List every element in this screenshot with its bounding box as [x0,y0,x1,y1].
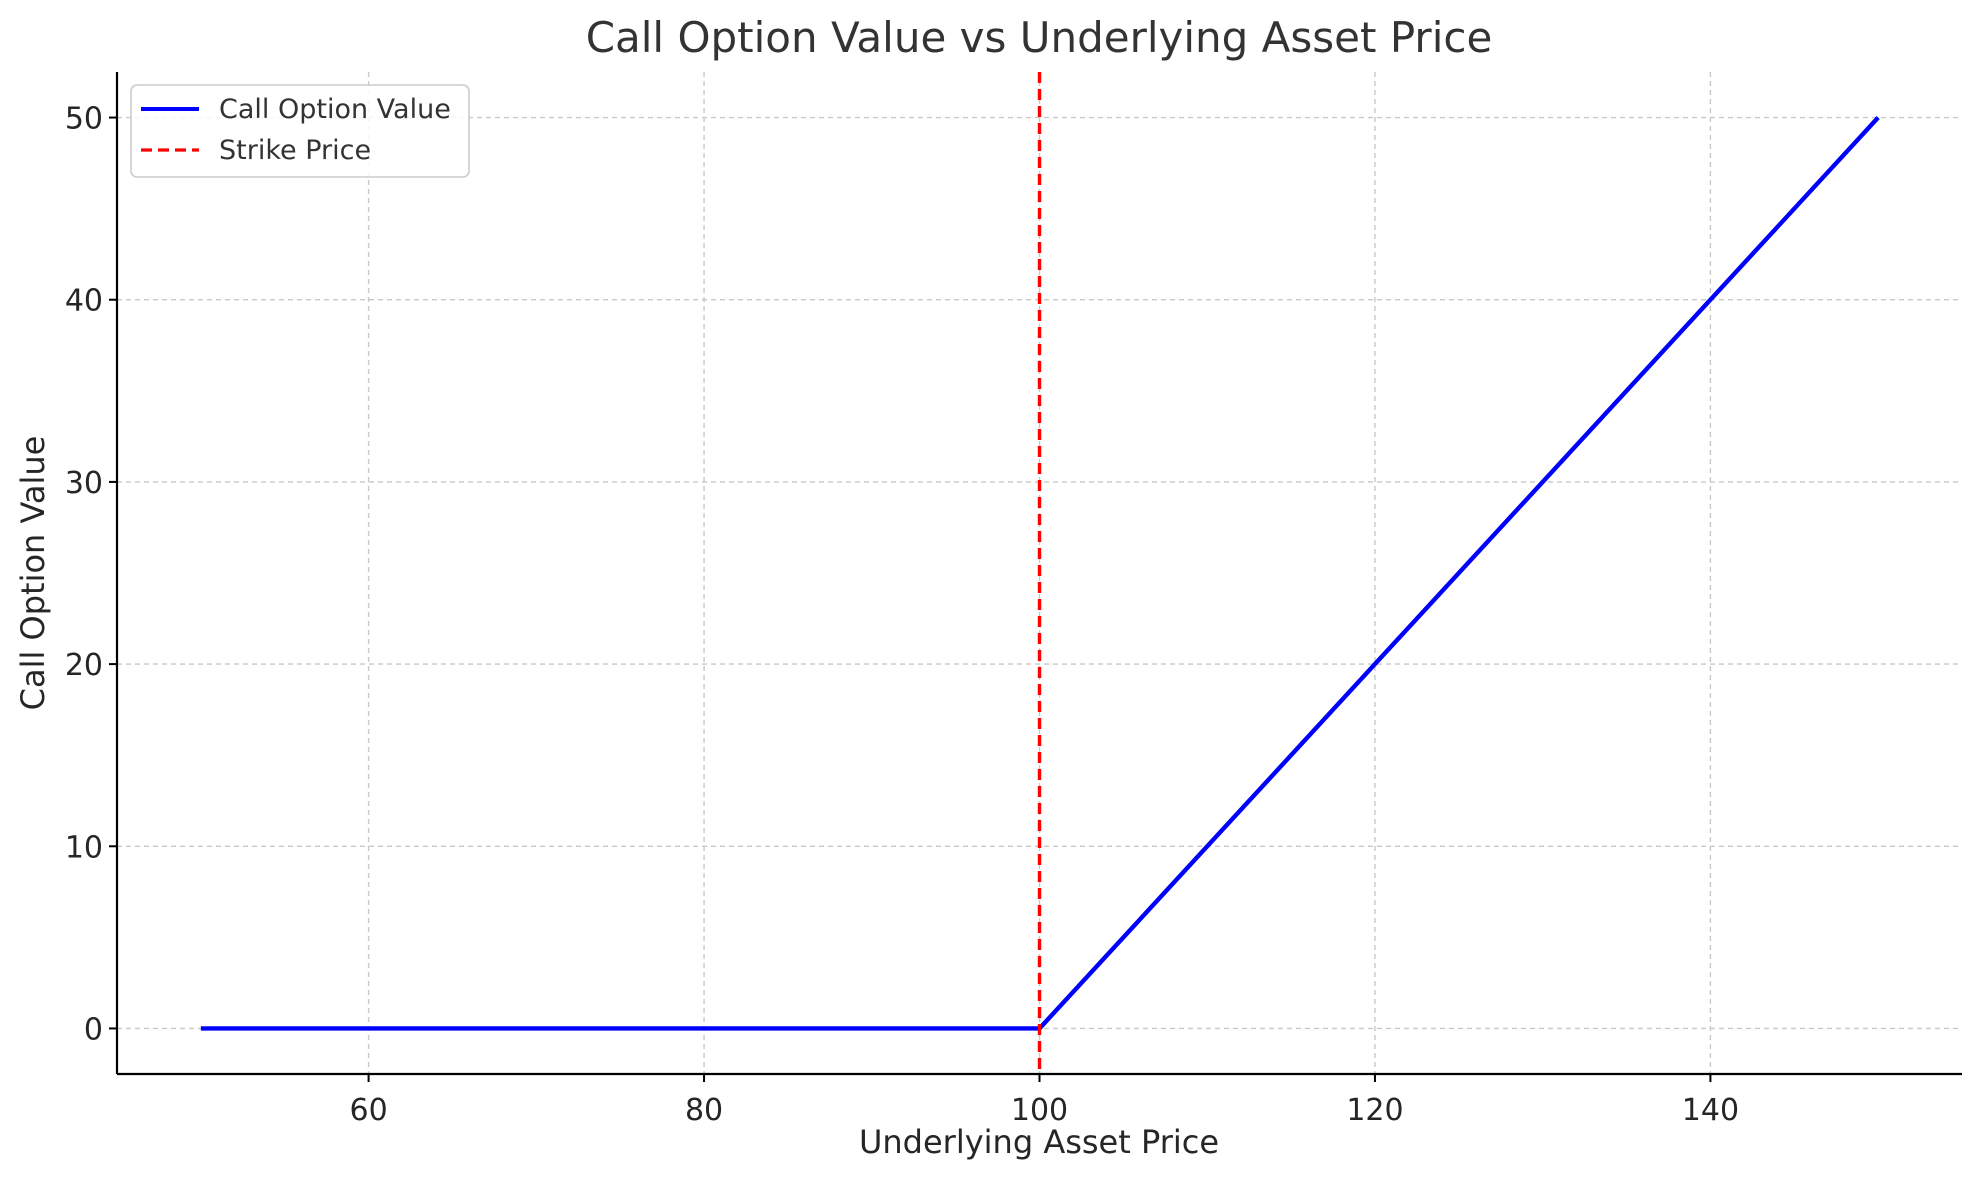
legend: Call Option Value Strike Price [130,84,470,178]
y-tick-label: 30 [65,466,103,501]
y-tick-label: 50 [65,102,103,137]
y-tick-label: 40 [65,284,103,319]
x-tick-label: 120 [1346,1093,1403,1128]
series [200,72,1880,1074]
x-axis-label: Underlying Asset Price [859,1123,1219,1161]
y-tick-label: 10 [65,830,103,865]
y-tick-label: 20 [65,648,103,683]
x-tick-label: 80 [685,1093,723,1128]
axes [115,72,1962,1076]
y-axis-label: Call Option Value [14,436,52,711]
axis-ticks: 60 80 100 120 140 0 10 20 30 40 50 [65,102,1739,1128]
x-tick-label: 140 [1682,1093,1739,1128]
legend-box [130,84,470,178]
x-tick-label: 60 [349,1093,387,1128]
chart-title: Call Option Value vs Underlying Asset Pr… [586,13,1493,62]
x-tick-label: 100 [1011,1093,1068,1128]
y-tick-label: 0 [84,1012,103,1047]
legend-label-strike-price: Strike Price [219,135,371,166]
legend-label-call-option-value: Call Option Value [219,94,451,125]
